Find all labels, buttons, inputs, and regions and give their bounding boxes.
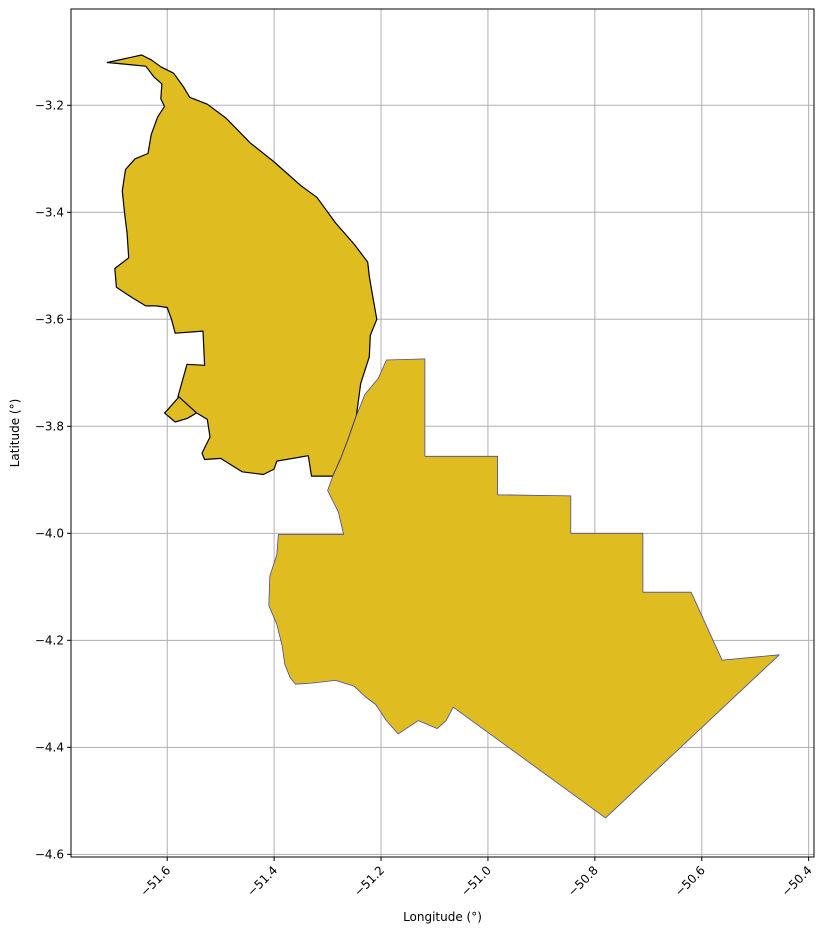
y-tick-label: −3.6 — [35, 312, 64, 326]
north-west-lobe — [163, 396, 198, 423]
x-tick-label: −50.6 — [672, 863, 708, 899]
x-axis-label: Longitude (°) — [403, 910, 482, 924]
plot-frame — [70, 8, 815, 858]
north-region — [106, 54, 378, 477]
y-tick-label: −3.2 — [35, 98, 64, 112]
region-layer — [106, 54, 780, 819]
y-tick-label: −4.0 — [35, 526, 64, 540]
south-region — [268, 358, 780, 819]
x-tick-label: −50.4 — [779, 863, 815, 899]
x-tick-label: −50.8 — [565, 863, 601, 899]
x-tick-label: −51.4 — [244, 863, 280, 899]
x-tick-label: −51.0 — [458, 863, 494, 899]
y-tick-label: −3.4 — [35, 205, 64, 219]
y-tick-label: −4.4 — [35, 740, 64, 754]
y-tick-label: −3.8 — [35, 419, 64, 433]
x-tick-label: −51.6 — [137, 863, 173, 899]
x-tick-label: −51.2 — [351, 863, 387, 899]
y-tick-label: −4.2 — [35, 633, 64, 647]
y-tick-label: −4.6 — [35, 847, 64, 861]
y-axis-label: Latitude (°) — [8, 399, 22, 468]
